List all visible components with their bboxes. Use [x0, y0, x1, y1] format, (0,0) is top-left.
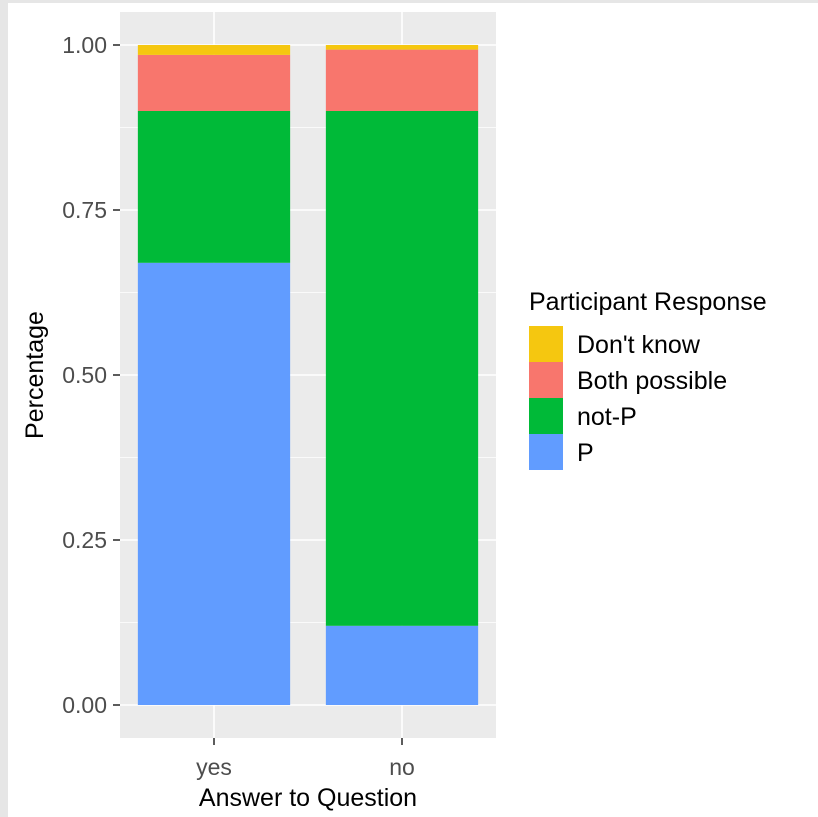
y-tick-label: 1.00	[62, 32, 107, 58]
legend-key	[529, 434, 563, 470]
bar-segment	[325, 45, 479, 50]
y-tick-label: 0.25	[62, 527, 107, 553]
x-tick-label: yes	[196, 754, 232, 780]
bar-segment	[325, 49, 479, 111]
legend-label: Don't know	[577, 331, 701, 359]
y-tick-label: 0.75	[62, 197, 107, 223]
x-axis-title: Answer to Question	[199, 784, 417, 812]
y-axis-ticks: 0.00 0.25 0.50 0.75 1.00	[62, 32, 120, 718]
bar-segment	[325, 111, 479, 626]
legend: Don't know Both possible not-P P	[529, 326, 727, 470]
legend-label: P	[577, 439, 594, 467]
window-top-edge	[0, 0, 818, 3]
x-tick-label: no	[389, 754, 415, 780]
legend-label: Both possible	[577, 367, 727, 395]
legend-key	[529, 326, 563, 362]
bar-segment	[137, 54, 291, 111]
window-left-edge	[0, 0, 8, 817]
y-tick-label: 0.00	[62, 692, 107, 718]
y-tick-label: 0.50	[62, 362, 107, 388]
bar-segment	[325, 625, 479, 705]
bars	[137, 45, 479, 705]
x-axis-ticks: yes no	[196, 738, 415, 780]
legend-label: not-P	[577, 403, 637, 431]
legend-key	[529, 398, 563, 434]
y-axis-title: Percentage	[21, 311, 49, 439]
bar-segment	[137, 45, 291, 55]
bar-segment	[137, 111, 291, 263]
legend-title: Participant Response	[529, 288, 767, 316]
bar-segment	[137, 262, 291, 705]
legend-key	[529, 362, 563, 398]
